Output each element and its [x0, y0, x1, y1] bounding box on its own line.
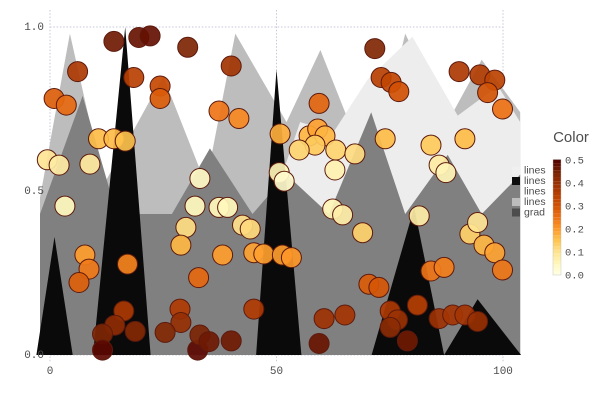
svg-text:0.1: 0.1 [565, 248, 584, 260]
svg-text:Color: Color [553, 129, 589, 146]
svg-text:0.2: 0.2 [565, 225, 584, 237]
svg-text:0.4: 0.4 [565, 179, 584, 191]
svg-text:grad: grad [524, 207, 545, 219]
svg-text:1.0: 1.0 [24, 22, 44, 34]
svg-text:0.5: 0.5 [565, 156, 584, 168]
svg-text:0.3: 0.3 [565, 202, 584, 214]
svg-text:0: 0 [47, 366, 54, 378]
svg-text:0.5: 0.5 [24, 186, 44, 198]
svg-text:50: 50 [270, 366, 283, 378]
svg-text:100: 100 [493, 366, 513, 378]
svg-text:0.0: 0.0 [24, 350, 44, 362]
svg-text:0.0: 0.0 [565, 271, 584, 283]
